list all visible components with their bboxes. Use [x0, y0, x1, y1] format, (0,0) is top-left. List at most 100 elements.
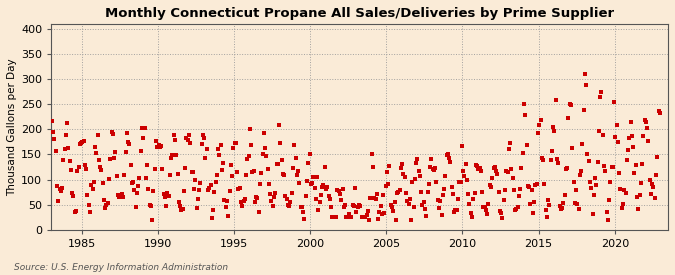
Point: [580, 82, 591, 87]
Point: [146, 204, 157, 208]
Point: [260, 145, 271, 150]
Point: [559, 193, 570, 197]
Point: [488, 166, 499, 170]
Point: [556, 207, 566, 211]
Point: [635, 181, 646, 186]
Point: [492, 172, 503, 176]
Point: [312, 175, 323, 180]
Point: [396, 166, 406, 170]
Point: [304, 152, 315, 156]
Point: [358, 215, 369, 219]
Point: [51, 148, 61, 153]
Point: [500, 188, 510, 192]
Point: [327, 215, 338, 219]
Point: [173, 200, 184, 204]
Point: [315, 200, 325, 204]
Point: [478, 205, 489, 210]
Point: [135, 149, 146, 154]
Point: [510, 208, 520, 213]
Point: [293, 169, 304, 174]
Point: [450, 208, 461, 212]
Point: [275, 141, 286, 145]
Point: [577, 142, 588, 146]
Point: [241, 173, 252, 177]
Point: [388, 208, 399, 213]
Point: [638, 134, 649, 138]
Point: [361, 213, 372, 217]
Point: [381, 170, 392, 174]
Point: [417, 203, 428, 207]
Point: [308, 175, 319, 180]
Point: [175, 204, 186, 208]
Point: [171, 152, 182, 157]
Point: [149, 167, 160, 171]
Point: [397, 161, 408, 166]
Point: [92, 133, 103, 138]
Point: [469, 191, 480, 196]
Point: [101, 203, 112, 207]
Point: [537, 156, 547, 160]
Point: [115, 195, 126, 200]
Point: [318, 183, 329, 187]
Point: [585, 180, 595, 184]
Point: [113, 193, 124, 198]
Point: [336, 198, 347, 202]
Point: [570, 188, 581, 193]
Point: [81, 166, 92, 171]
Point: [410, 177, 421, 181]
Point: [518, 101, 529, 106]
Point: [371, 191, 382, 196]
Point: [123, 139, 134, 144]
Point: [472, 164, 483, 169]
Point: [205, 182, 216, 187]
Point: [597, 132, 608, 137]
Point: [234, 186, 245, 190]
Point: [505, 141, 516, 146]
Point: [576, 169, 587, 173]
Point: [538, 158, 549, 162]
Point: [345, 215, 356, 219]
Point: [619, 188, 630, 192]
Point: [514, 193, 524, 198]
Point: [517, 151, 528, 155]
Point: [479, 205, 490, 209]
Point: [589, 192, 599, 197]
Point: [625, 120, 636, 125]
Point: [328, 215, 339, 219]
Point: [252, 196, 263, 200]
Point: [578, 108, 589, 113]
Point: [429, 168, 439, 172]
Point: [309, 186, 320, 191]
Point: [196, 142, 207, 147]
Point: [558, 201, 569, 205]
Point: [221, 199, 232, 204]
Point: [431, 179, 442, 184]
Point: [261, 154, 272, 159]
Point: [616, 206, 627, 210]
Point: [317, 185, 327, 189]
Point: [493, 190, 504, 194]
Point: [473, 167, 484, 171]
Point: [329, 215, 340, 219]
Point: [110, 150, 121, 154]
Point: [201, 146, 212, 151]
Point: [126, 181, 137, 185]
Point: [130, 205, 141, 210]
Point: [369, 196, 379, 200]
Point: [641, 120, 651, 124]
Point: [61, 121, 72, 125]
Point: [454, 180, 464, 184]
Point: [78, 139, 89, 143]
Point: [167, 153, 178, 158]
Point: [506, 167, 517, 171]
Point: [240, 197, 250, 201]
Point: [389, 199, 400, 204]
Point: [242, 156, 252, 161]
Point: [464, 201, 475, 206]
Point: [227, 174, 238, 178]
Point: [568, 180, 579, 185]
Point: [643, 139, 654, 143]
Point: [331, 215, 342, 219]
Point: [176, 208, 187, 212]
Point: [299, 217, 310, 221]
